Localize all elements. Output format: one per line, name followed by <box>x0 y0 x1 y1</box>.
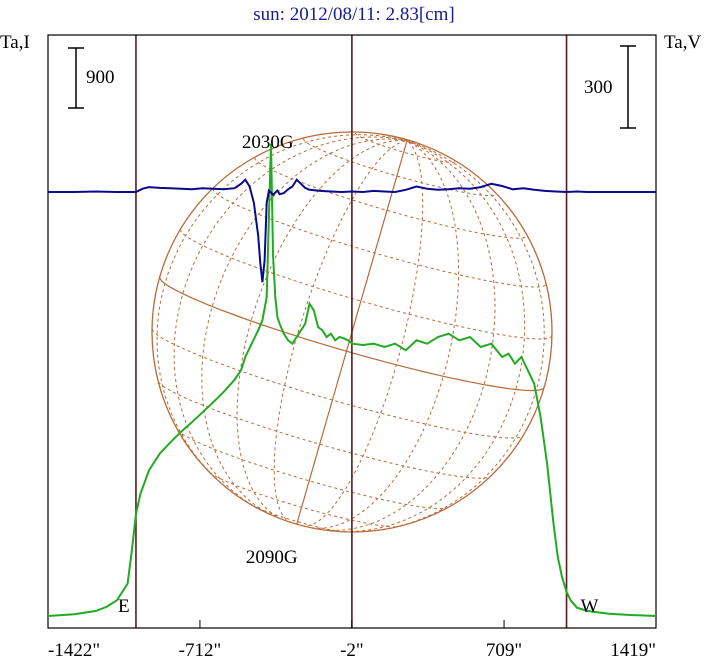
x-tick-label: -712" <box>179 640 222 661</box>
right-scale-value: 300 <box>584 77 613 98</box>
limb-lines <box>135 35 568 628</box>
x-tick-label: -1422" <box>48 640 100 661</box>
x-tick-label: -2" <box>340 640 364 661</box>
right-scale-bar <box>620 45 636 129</box>
left-scale-value: 900 <box>86 67 115 88</box>
limb-label-east: E <box>118 596 130 617</box>
series-intensity-line <box>47 143 657 617</box>
x-tick-label: 1419" <box>610 640 656 661</box>
left-scale-bar <box>68 47 84 109</box>
right-axis-label: Ta,V <box>664 32 701 53</box>
annotation-2030g: 2030G <box>242 132 294 153</box>
series-polarization-line <box>48 178 656 283</box>
x-axis-ticks: -1422" -712" -2" 709" 1419" <box>47 620 657 661</box>
annotation-2090g: 2090G <box>246 547 298 568</box>
solar-disk-grid <box>151 131 553 533</box>
limb-label-west: W <box>581 596 599 617</box>
chart-title: sun: 2012/08/11: 2.83[cm] <box>253 4 454 25</box>
left-axis-label: Ta,I <box>0 32 30 53</box>
x-tick-label: 709" <box>486 640 522 661</box>
